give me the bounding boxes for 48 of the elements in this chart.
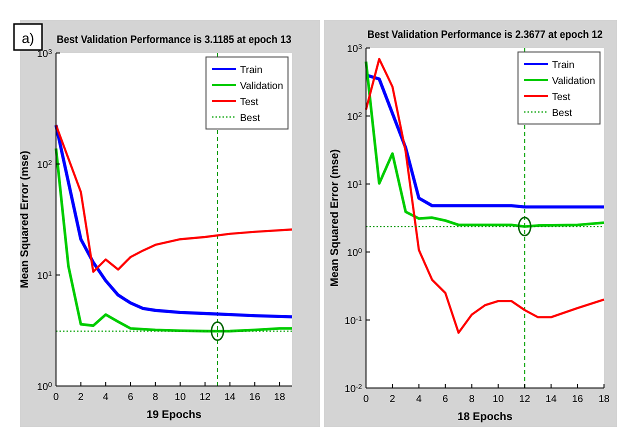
x-tick-label: 2 bbox=[78, 392, 84, 403]
legend-label: Validation bbox=[552, 76, 596, 87]
legend-label: Best bbox=[552, 108, 572, 119]
x-tick-label: 8 bbox=[468, 394, 475, 405]
x-tick-label: 0 bbox=[53, 392, 60, 403]
x-tick-label: 16 bbox=[572, 394, 584, 405]
x-axis-title: 19 Epochs bbox=[146, 409, 202, 421]
chart-title: Best Validation Performance is 2.3677 at epoch 12 bbox=[367, 30, 603, 42]
x-tick-label: 12 bbox=[199, 392, 212, 403]
x-tick-label: 18 bbox=[598, 394, 610, 405]
x-tick-label: 6 bbox=[442, 394, 449, 405]
y-axis-title: Mean Squared Error (mse) bbox=[19, 150, 31, 288]
x-tick-label: 16 bbox=[249, 392, 261, 403]
legend-label: Test bbox=[240, 97, 259, 108]
legend-label: Validation bbox=[240, 81, 284, 92]
x-tick-label: 18 bbox=[274, 392, 286, 403]
y-tick-label: 10$^{3}$ bbox=[346, 44, 362, 55]
x-tick-label: 6 bbox=[128, 392, 134, 403]
y-tick-label: 10$^{0}$ bbox=[346, 248, 362, 259]
y-axis-title: Mean Squared Error (mse) bbox=[329, 148, 341, 287]
x-tick-label: 4 bbox=[416, 394, 422, 405]
line-series bbox=[54, 124, 294, 273]
x-tick-label: 2 bbox=[390, 394, 396, 405]
y-tick-label: 10$^{1}$ bbox=[346, 180, 362, 191]
x-tick-label: 10 bbox=[492, 394, 504, 405]
x-tick-label: 12 bbox=[519, 394, 531, 405]
y-tick-label: 10$^{0}$ bbox=[36, 382, 52, 393]
y-tick-label: 10$^{2}$ bbox=[346, 112, 362, 123]
legend-label: Best bbox=[240, 113, 260, 124]
x-tick-label: 8 bbox=[152, 392, 159, 403]
x-axis-title: 18 Epochs bbox=[457, 411, 513, 423]
y-tick-label: 10$^{-1}$ bbox=[344, 316, 362, 327]
chart-title: Best Validation Performance is 3.1185 at epoch 13 bbox=[56, 34, 292, 46]
x-tick-label: 14 bbox=[546, 394, 558, 405]
line-series bbox=[54, 124, 294, 318]
x-tick-label: 4 bbox=[102, 392, 109, 403]
line-series bbox=[364, 58, 606, 334]
y-tick-label: 10$^{-2}$ bbox=[344, 384, 362, 395]
y-tick-label: 10$^{1}$ bbox=[36, 270, 52, 282]
legend-label: Test bbox=[552, 92, 571, 103]
y-tick-label: 10$^{2}$ bbox=[36, 160, 52, 171]
x-tick-label: 0 bbox=[363, 394, 370, 405]
y-tick-label: 10$^{3}$ bbox=[36, 48, 52, 60]
legend-label: Train bbox=[240, 65, 262, 76]
x-tick-label: 10 bbox=[174, 392, 186, 403]
legend-label: Train bbox=[552, 60, 574, 71]
x-tick-label: 14 bbox=[224, 392, 236, 403]
text: a) bbox=[22, 30, 34, 46]
